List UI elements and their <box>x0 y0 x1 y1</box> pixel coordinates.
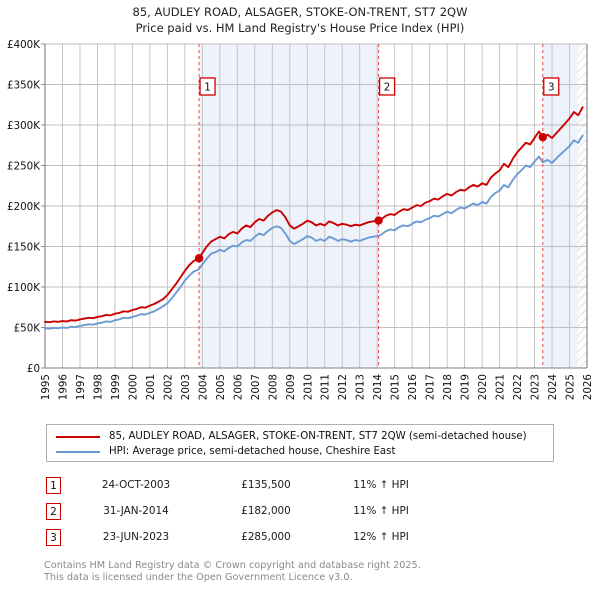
x-axis-label-2004: 2004 <box>197 374 209 400</box>
transactions-table: 1 24-OCT-2003 £135,500 11% ↑ HPI 2 31-JA… <box>46 472 566 550</box>
table-row: 2 31-JAN-2014 £182,000 11% ↑ HPI <box>46 498 566 524</box>
y-axis-label-3: £150K <box>7 241 40 253</box>
event-badge-label-3: 3 <box>548 82 555 94</box>
legend-label-property: 85, AUDLEY ROAD, ALSAGER, STOKE-ON-TRENT… <box>109 431 527 442</box>
title-line-2: Price paid vs. HM Land Registry's House … <box>135 21 465 35</box>
footer-line-2: This data is licensed under the Open Gov… <box>44 571 353 583</box>
x-axis-label-2019: 2019 <box>460 374 472 400</box>
x-axis-label-2009: 2009 <box>285 374 297 400</box>
event-badge-label-1: 1 <box>204 82 211 94</box>
x-axis-label-2005: 2005 <box>215 374 227 400</box>
x-axis-label-2006: 2006 <box>232 374 244 400</box>
legend-item-hpi: HPI: Average price, semi-detached house,… <box>53 444 547 459</box>
x-axis-label-1998: 1998 <box>92 374 104 400</box>
event-badge-box-3[interactable] <box>543 77 560 96</box>
y-axis-label-6: £300K <box>7 120 40 132</box>
x-axis-label-1999: 1999 <box>110 374 122 400</box>
x-axis-label-2007: 2007 <box>250 374 262 400</box>
x-axis-label-2015: 2015 <box>390 374 402 400</box>
y-axis-label-2: £100K <box>7 282 40 294</box>
y-axis-label-8: £400K <box>7 39 40 51</box>
legend-swatch-property <box>56 435 100 438</box>
table-row: 1 24-OCT-2003 £135,500 11% ↑ HPI <box>46 472 566 498</box>
transaction-price-2: £182,000 <box>241 505 291 517</box>
transaction-badge-3: 3 <box>46 528 61 546</box>
legend-item-property: 85, AUDLEY ROAD, ALSAGER, STOKE-ON-TRENT… <box>53 429 547 444</box>
x-axis-label-2026: 2026 <box>582 374 594 400</box>
x-axis-label-1995: 1995 <box>40 374 52 400</box>
x-axis-label-2021: 2021 <box>495 374 507 400</box>
event-badge-label-2: 2 <box>384 82 391 94</box>
event-badge-box-1[interactable] <box>199 77 216 96</box>
hpi-series-line <box>44 134 584 330</box>
title-line-1: 85, AUDLEY ROAD, ALSAGER, STOKE-ON-TRENT… <box>132 5 468 19</box>
footer-line-1: Contains HM Land Registry data © Crown c… <box>44 560 421 571</box>
x-axis-label-1996: 1996 <box>57 374 69 400</box>
sale-point-marker-2[interactable] <box>374 216 383 225</box>
x-axis-label-2012: 2012 <box>337 374 349 400</box>
x-axis-label-2022: 2022 <box>512 374 524 400</box>
table-row: 3 23-JUN-2023 £285,000 12% ↑ HPI <box>46 524 566 550</box>
x-axis-label-2000: 2000 <box>127 374 139 400</box>
x-axis-label-2016: 2016 <box>407 374 419 400</box>
transaction-badge-2: 2 <box>46 502 61 520</box>
price-hpi-line-chart: £0 £50K £100K £150K £200K £250K £300K £350K £400… <box>7 39 594 400</box>
sale-point-marker-1[interactable] <box>194 254 204 263</box>
event-badge-box-2[interactable] <box>378 77 396 96</box>
x-axis-label-2008: 2008 <box>267 374 279 400</box>
x-axis-label-2024: 2024 <box>547 374 559 400</box>
x-axis-label-2001: 2001 <box>145 374 157 400</box>
x-axis-label-1997: 1997 <box>75 374 87 400</box>
x-axis-label-2025: 2025 <box>565 374 577 400</box>
x-axis-label-2011: 2011 <box>320 374 332 400</box>
y-axis-label-1: £50K <box>14 322 41 334</box>
transaction-price-1: £135,500 <box>241 479 291 491</box>
x-axis-label-2014: 2014 <box>372 374 384 400</box>
y-axis-label-5: £250K <box>7 160 40 172</box>
transaction-badge-1: 1 <box>46 476 61 494</box>
transaction-hpi-2: 11% ↑ HPI <box>353 505 409 517</box>
y-axis-label-4: £200K <box>7 201 40 213</box>
transaction-hpi-1: 11% ↑ HPI <box>353 479 409 491</box>
x-axis-label-2020: 2020 <box>477 374 489 400</box>
transaction-date-3: 23-JUN-2023 <box>102 531 170 543</box>
legend-label-hpi: HPI: Average price, semi-detached house,… <box>109 446 396 457</box>
legend-swatch-hpi <box>56 450 100 453</box>
sale-point-marker-3[interactable] <box>538 132 547 142</box>
y-axis-label-0: £0 <box>27 363 40 375</box>
x-axis-label-2018: 2018 <box>442 374 454 400</box>
transaction-price-3: £285,000 <box>241 531 291 543</box>
x-axis-label-2013: 2013 <box>355 374 367 400</box>
transaction-date-1: 24-OCT-2003 <box>101 479 171 491</box>
x-axis-label-2017: 2017 <box>425 374 437 400</box>
footer-attribution: Contains HM Land Registry data © Crown c… <box>44 560 564 583</box>
x-axis-label-2010: 2010 <box>302 374 314 400</box>
x-axis-label-2023: 2023 <box>530 374 542 400</box>
x-axis-label-2002: 2002 <box>162 374 174 400</box>
x-axis-label-2003: 2003 <box>180 374 192 400</box>
transaction-hpi-3: 12% ↑ HPI <box>353 531 409 543</box>
chart-legend: 85, AUDLEY ROAD, ALSAGER, STOKE-ON-TRENT… <box>46 424 554 462</box>
y-axis-label-7: £350K <box>7 79 40 91</box>
property-series-line <box>44 106 584 324</box>
page-title: 85, AUDLEY ROAD, ALSAGER, STOKE-ON-TRENT… <box>0 4 600 36</box>
transaction-date-2: 31-JAN-2014 <box>103 505 169 517</box>
